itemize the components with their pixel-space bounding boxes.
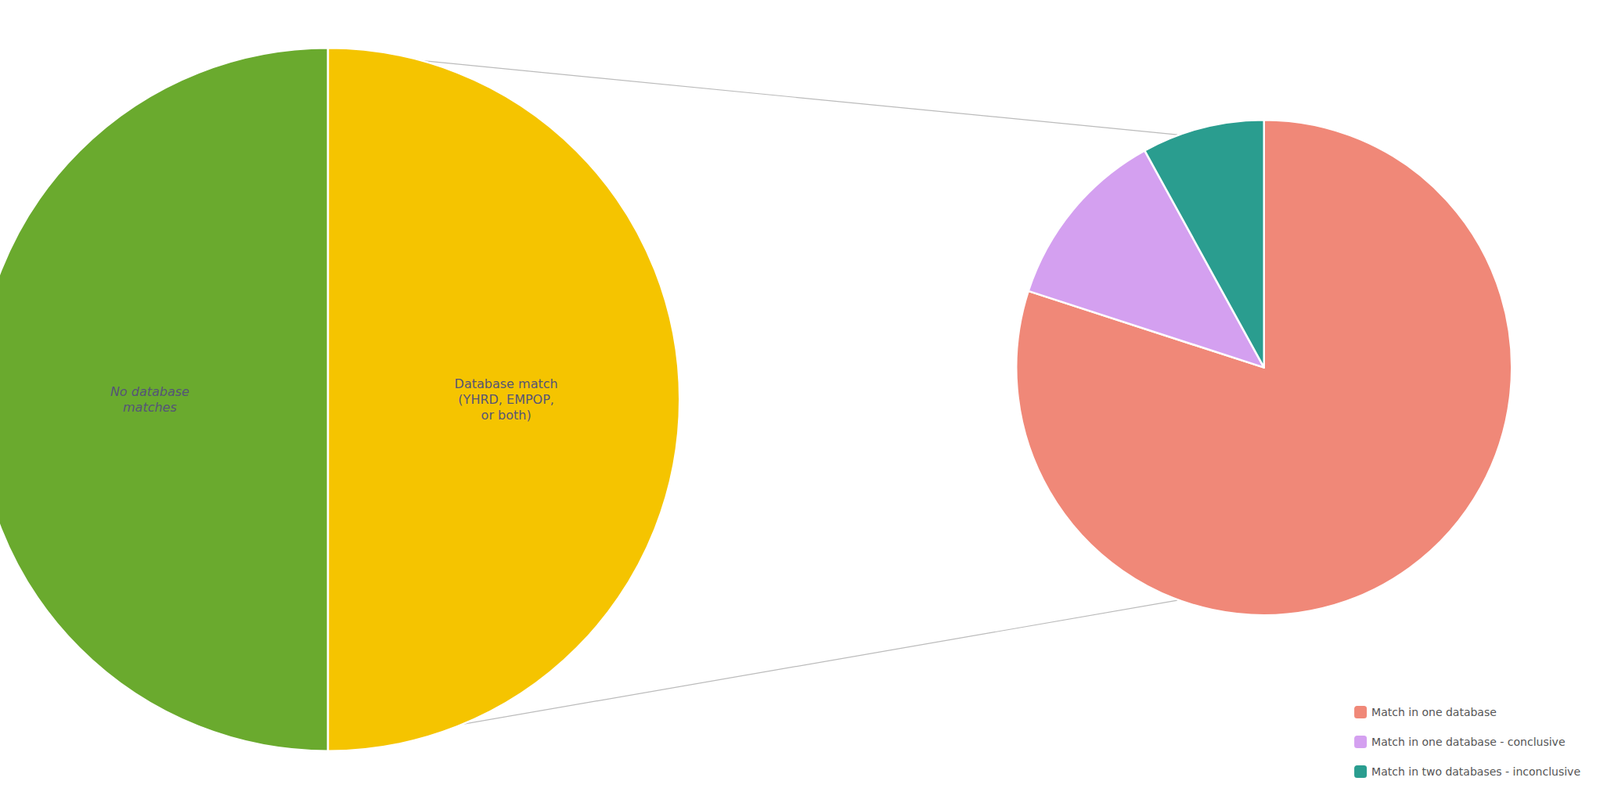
svg-text:No database: No database	[110, 384, 190, 400]
svg-text:or both): or both)	[481, 407, 532, 423]
svg-text:Match in one database: Match in one database	[1371, 706, 1497, 719]
svg-text:Database match: Database match	[454, 376, 559, 392]
svg-text:matches: matches	[122, 400, 177, 415]
svg-text:Match in one database - conclu: Match in one database - conclusive	[1371, 735, 1565, 749]
svg-text:(YHRD, EMPOP,: (YHRD, EMPOP,	[457, 392, 555, 408]
svg-text:Match in two databases - incon: Match in two databases - inconclusive	[1371, 765, 1581, 779]
